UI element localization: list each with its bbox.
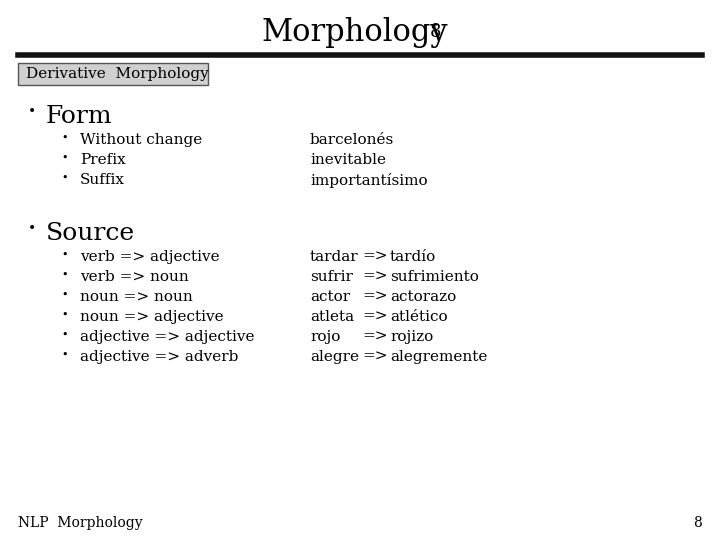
Text: alegremente: alegremente [390, 350, 487, 364]
Text: =>: => [362, 310, 387, 324]
Text: verb => adjective: verb => adjective [80, 250, 220, 264]
Text: Prefix: Prefix [80, 153, 126, 167]
Text: adjective => adverb: adjective => adverb [80, 350, 238, 364]
Text: rojo: rojo [310, 330, 341, 344]
Text: •: • [62, 290, 68, 300]
Text: •: • [62, 153, 68, 163]
Text: noun => noun: noun => noun [80, 290, 193, 304]
Text: =>: => [362, 350, 387, 364]
Text: sufrir: sufrir [310, 270, 353, 284]
Text: atleta: atleta [310, 310, 354, 324]
Text: alegre: alegre [310, 350, 359, 364]
Text: =>: => [362, 250, 387, 264]
Text: •: • [62, 350, 68, 360]
Text: =>: => [362, 290, 387, 304]
Text: tardar: tardar [310, 250, 359, 264]
Text: Suffix: Suffix [80, 173, 125, 187]
Text: Derivative  Morphology: Derivative Morphology [26, 67, 209, 81]
Text: Form: Form [46, 105, 112, 128]
Text: 8: 8 [430, 23, 441, 41]
Text: Source: Source [46, 222, 135, 245]
Text: verb => noun: verb => noun [80, 270, 189, 284]
Text: •: • [62, 330, 68, 340]
Text: Without change: Without change [80, 133, 202, 147]
Text: actorazo: actorazo [390, 290, 456, 304]
Text: •: • [28, 222, 36, 236]
Text: =>: => [362, 270, 387, 284]
Text: barcelonés: barcelonés [310, 133, 395, 147]
Text: sufrimiento: sufrimiento [390, 270, 479, 284]
Text: •: • [62, 173, 68, 183]
Text: •: • [62, 270, 68, 280]
Text: rojizo: rojizo [390, 330, 433, 344]
Text: •: • [28, 105, 36, 119]
Text: importantísimo: importantísimo [310, 173, 428, 188]
Text: 8: 8 [693, 516, 702, 530]
Text: atlético: atlético [390, 310, 448, 324]
Text: •: • [62, 250, 68, 260]
Text: adjective => adjective: adjective => adjective [80, 330, 254, 344]
Text: actor: actor [310, 290, 350, 304]
Text: tardío: tardío [390, 250, 436, 264]
Text: •: • [62, 133, 68, 143]
Text: NLP  Morphology: NLP Morphology [18, 516, 143, 530]
FancyBboxPatch shape [18, 63, 208, 85]
Text: •: • [62, 310, 68, 320]
Text: noun => adjective: noun => adjective [80, 310, 224, 324]
Text: Morphology: Morphology [261, 17, 449, 48]
Text: =>: => [362, 330, 387, 344]
Text: inevitable: inevitable [310, 153, 386, 167]
